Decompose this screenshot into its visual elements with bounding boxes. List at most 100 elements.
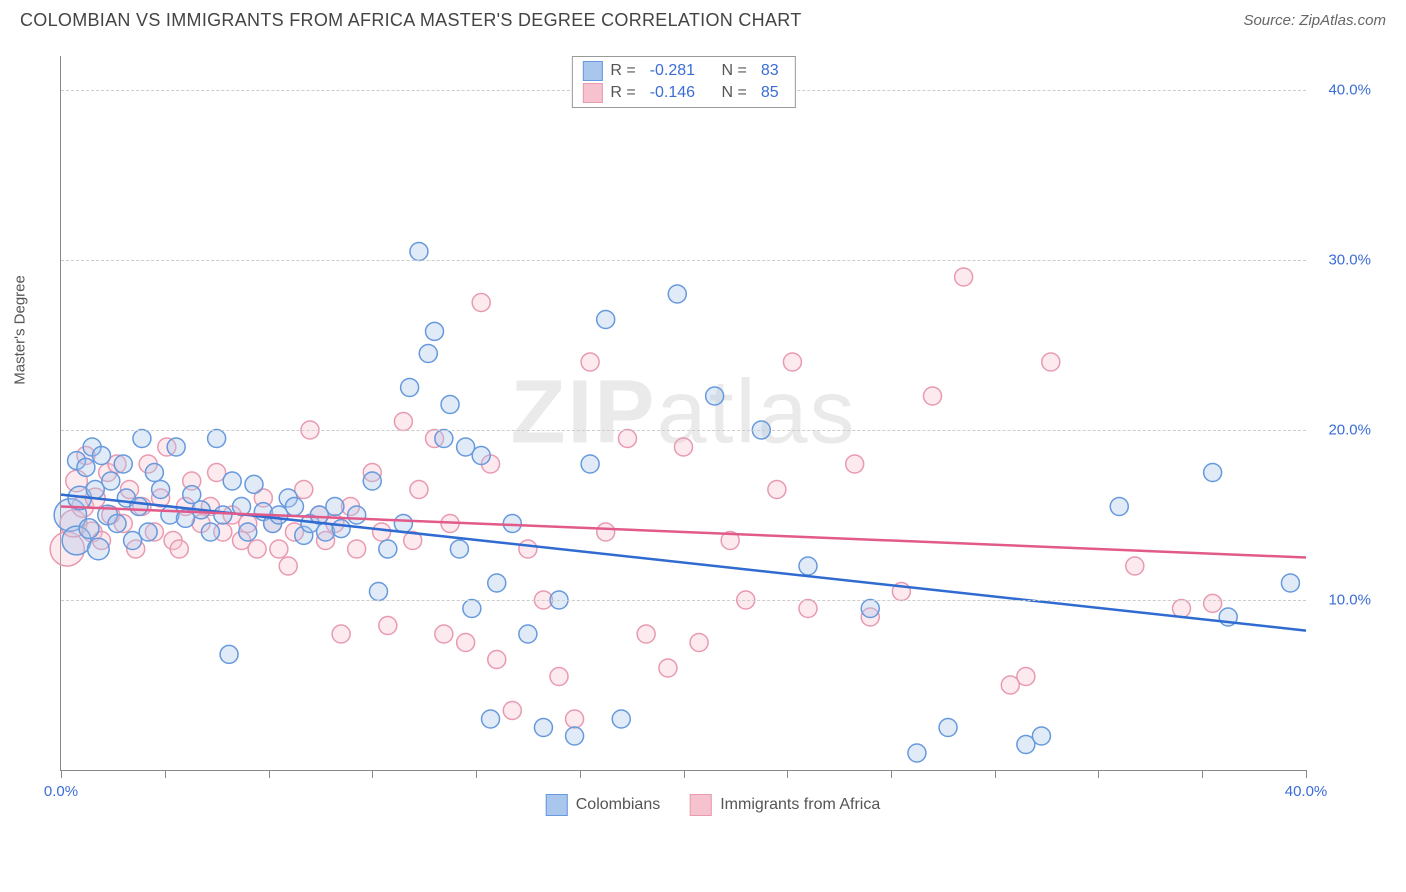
data-point <box>690 634 708 652</box>
x-tick <box>61 770 62 778</box>
y-tick-label: 10.0% <box>1328 592 1371 609</box>
data-point <box>133 430 151 448</box>
legend-swatch-1 <box>582 61 602 81</box>
data-point <box>102 472 120 490</box>
n-label: N = <box>722 62 747 80</box>
data-point <box>208 430 226 448</box>
gridline <box>61 260 1306 261</box>
gridline <box>61 430 1306 431</box>
data-point <box>426 322 444 340</box>
data-point <box>248 540 266 558</box>
x-tick <box>684 770 685 778</box>
data-point <box>706 387 724 405</box>
data-point <box>457 634 475 652</box>
source-attribution: Source: ZipAtlas.com <box>1243 12 1386 29</box>
data-point <box>668 285 686 303</box>
data-point <box>394 413 412 431</box>
data-point <box>239 523 257 541</box>
data-point <box>363 472 381 490</box>
data-point <box>1204 594 1222 612</box>
data-point <box>581 455 599 473</box>
data-point <box>768 481 786 499</box>
data-point <box>955 268 973 286</box>
data-point <box>379 617 397 635</box>
data-point <box>170 540 188 558</box>
data-point <box>401 379 419 397</box>
data-point <box>332 520 350 538</box>
x-tick <box>372 770 373 778</box>
data-point <box>369 583 387 601</box>
y-tick-label: 40.0% <box>1328 82 1371 99</box>
data-point <box>566 710 584 728</box>
series-legend: Colombians Immigrants from Africa <box>546 794 881 816</box>
x-tick <box>891 770 892 778</box>
data-point <box>1032 727 1050 745</box>
data-point <box>348 540 366 558</box>
data-point <box>488 574 506 592</box>
data-point <box>908 744 926 762</box>
data-point <box>799 600 817 618</box>
data-point <box>637 625 655 643</box>
gridline <box>61 600 1306 601</box>
y-tick-label: 20.0% <box>1328 422 1371 439</box>
data-point <box>92 447 110 465</box>
x-tick <box>1306 770 1307 778</box>
y-axis-label: Master's Degree <box>12 275 29 385</box>
data-point <box>270 540 288 558</box>
plot-area: ZIPatlas R = -0.281 N = 83 R = -0.146 N … <box>60 56 1306 771</box>
data-point <box>488 651 506 669</box>
data-point <box>410 481 428 499</box>
data-point <box>581 353 599 371</box>
data-point <box>861 600 879 618</box>
data-point <box>201 523 219 541</box>
legend-row-1: R = -0.281 N = 83 <box>582 60 784 82</box>
data-point <box>79 519 99 539</box>
data-point <box>534 719 552 737</box>
r-label: R = <box>610 84 635 102</box>
data-point <box>88 538 110 560</box>
data-point <box>167 438 185 456</box>
data-point <box>373 523 391 541</box>
data-point <box>108 515 126 533</box>
data-point <box>1126 557 1144 575</box>
data-point <box>1204 464 1222 482</box>
legend-item-2: Immigrants from Africa <box>690 794 880 816</box>
x-tick <box>995 770 996 778</box>
data-point <box>1042 353 1060 371</box>
legend-row-2: R = -0.146 N = 85 <box>582 82 784 104</box>
data-point <box>924 387 942 405</box>
y-tick-label: 30.0% <box>1328 252 1371 269</box>
data-point <box>463 600 481 618</box>
data-point <box>472 294 490 312</box>
data-point <box>223 472 241 490</box>
data-point <box>597 311 615 329</box>
x-tick <box>269 770 270 778</box>
data-point <box>332 625 350 643</box>
r-label: R = <box>610 62 635 80</box>
data-point <box>152 481 170 499</box>
data-point <box>435 625 453 643</box>
data-point <box>597 523 615 541</box>
data-point <box>1110 498 1128 516</box>
data-point <box>435 430 453 448</box>
data-point <box>846 455 864 473</box>
data-point <box>1017 668 1035 686</box>
data-point <box>419 345 437 363</box>
data-point <box>519 540 537 558</box>
n-label: N = <box>722 84 747 102</box>
x-tick <box>1098 770 1099 778</box>
data-point <box>379 540 397 558</box>
n-value-1: 83 <box>761 62 779 80</box>
legend-item-1: Colombians <box>546 794 660 816</box>
legend-swatch-africa <box>690 794 712 816</box>
data-point <box>482 710 500 728</box>
data-point <box>550 668 568 686</box>
legend-label-1: Colombians <box>576 796 660 814</box>
legend-swatch-2 <box>582 83 602 103</box>
x-tick <box>580 770 581 778</box>
data-point <box>114 455 132 473</box>
data-point <box>394 515 412 533</box>
x-tick <box>476 770 477 778</box>
data-point <box>799 557 817 575</box>
data-point <box>410 243 428 261</box>
